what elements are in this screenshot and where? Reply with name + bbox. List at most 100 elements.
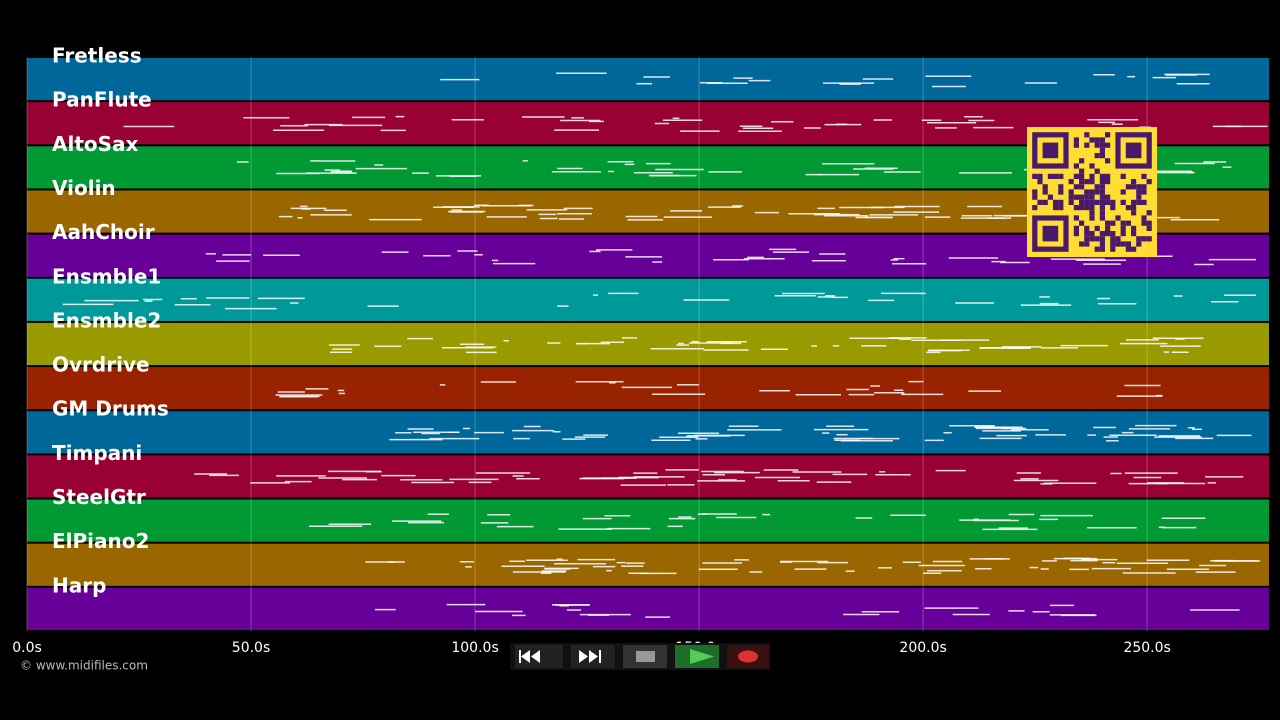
qr-cell [1099,147,1105,153]
qr-cell [1131,179,1137,185]
qr-cell [1089,210,1095,216]
qr-cell [1073,184,1079,190]
record-button[interactable] [727,645,769,668]
qr-cell [1105,158,1111,164]
qr-cell [1099,153,1105,159]
qr-cell [1105,225,1111,231]
track-label: SteelGtr [52,485,146,509]
track-label: GM Drums [52,397,169,421]
fast-forward-button[interactable] [571,645,615,668]
qr-cell [1105,199,1111,205]
qr-cell [1120,241,1126,247]
qr-cell [1079,199,1085,205]
qr-code [1027,127,1157,257]
track-lane [27,367,1269,410]
qr-cell [1037,173,1043,179]
qr-cell [1099,205,1105,211]
qr-cell [1105,194,1111,200]
track-lane [27,322,1269,366]
qr-cell [1146,225,1152,231]
tick-label: 0.0s [12,640,42,656]
track-lane [27,411,1269,454]
qr-cell [1099,137,1105,143]
qr-cell [1053,205,1059,211]
qr-cell [1053,199,1059,205]
qr-cell [1136,184,1142,190]
qr-cell [1125,205,1131,211]
qr-cell [1073,142,1079,148]
qr-cell [1079,184,1085,190]
qr-cell [1141,189,1147,195]
qr-cell [1084,225,1090,231]
qr-cell [1120,199,1126,205]
qr-cell [1032,205,1038,211]
qr-cell [1110,199,1116,205]
stop-button[interactable] [623,645,667,668]
qr-cell [1141,215,1147,221]
qr-cell [1089,199,1095,205]
qr-cell [1105,142,1111,148]
qr-cell [1058,199,1064,205]
qr-cell [1084,231,1090,237]
qr-cell [1079,173,1085,179]
track-label: Fretless [52,44,142,68]
track-label: Ovrdrive [52,353,150,377]
qr-cell [1089,194,1095,200]
qr-cell [1037,179,1043,185]
qr-cell [1079,241,1085,247]
qr-finder [1125,142,1142,159]
qr-cell [1058,173,1064,179]
qr-cell [1110,205,1116,211]
qr-cell [1094,184,1100,190]
qr-cell [1068,199,1074,205]
tick-label: 200.0s [899,640,946,656]
qr-cell [1125,246,1131,252]
qr-cell [1084,236,1090,242]
qr-cell [1131,199,1137,205]
rewind-button[interactable] [515,645,563,668]
qr-cell [1084,142,1090,148]
qr-cell [1125,241,1131,247]
qr-cell [1141,199,1147,205]
qr-cell [1099,199,1105,205]
qr-cell [1079,205,1085,211]
qr-cell [1115,236,1121,242]
qr-cell [1094,236,1100,242]
qr-cell [1084,199,1090,205]
qr-cell [1115,241,1121,247]
qr-cell [1094,137,1100,143]
qr-cell [1099,194,1105,200]
qr-cell [1136,236,1142,242]
qr-cell [1094,153,1100,159]
qr-cell [1058,205,1064,211]
qr-cell [1115,215,1121,221]
qr-cell [1120,189,1126,195]
qr-cell [1131,184,1137,190]
play-button[interactable] [675,645,719,668]
track-label: AahChoir [52,220,155,244]
qr-cell [1084,189,1090,195]
qr-cell [1099,241,1105,247]
qr-cell [1094,246,1100,252]
qr-cell [1084,132,1090,138]
qr-cell [1089,179,1095,185]
qr-cell [1068,189,1074,195]
qr-cell [1146,220,1152,226]
qr-cell [1089,215,1095,221]
qr-cell [1053,173,1059,179]
qr-cell [1079,158,1085,164]
qr-cell [1099,142,1105,148]
qr-cell [1131,205,1137,211]
qr-cell [1079,220,1085,226]
qr-cell [1094,142,1100,148]
qr-cell [1136,194,1142,200]
tick-label: 100.0s [451,640,498,656]
qr-cell [1073,163,1079,169]
copyright: © www.midifiles.com [20,659,148,673]
track-lane [27,499,1269,542]
qr-cell [1099,173,1105,179]
qr-cell [1037,199,1043,205]
qr-finder [1042,142,1059,159]
